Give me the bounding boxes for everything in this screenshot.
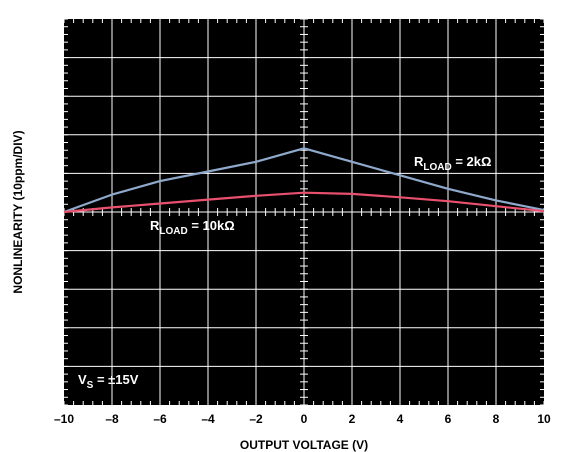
x-tick-label: –4 xyxy=(201,412,215,426)
annotation-rload-2k: RLOAD = 2kΩ xyxy=(414,154,491,173)
annotation-rload-10k: RLOAD = 10kΩ xyxy=(150,218,235,237)
x-tick-label: 4 xyxy=(397,412,404,426)
tick-marks xyxy=(63,18,545,406)
series-line-rload-10k xyxy=(63,191,545,214)
x-axis-title: OUTPUT VOLTAGE (V) xyxy=(240,438,368,452)
series-line-rload-2k xyxy=(63,147,545,214)
series-lines xyxy=(63,147,545,214)
x-tick-label: –10 xyxy=(54,412,74,426)
x-tick-label: 2 xyxy=(349,412,356,426)
annotation-supply-voltage: VS = ±15V xyxy=(78,372,139,391)
x-tick-label: –6 xyxy=(153,412,167,426)
y-axis-title: NONLINEARITY (10ppm/DIV) xyxy=(11,130,25,293)
x-tick-label: 8 xyxy=(493,412,500,426)
x-tick-labels: –10 –8 –6 –4 –2 0 2 4 6 8 10 xyxy=(54,412,551,426)
x-tick-label: –8 xyxy=(105,412,119,426)
x-tick-label: 6 xyxy=(445,412,452,426)
x-tick-label: 10 xyxy=(537,412,551,426)
x-tick-label: 0 xyxy=(301,412,308,426)
x-tick-label: –2 xyxy=(249,412,263,426)
figure-id: 06286-023 xyxy=(551,361,560,400)
